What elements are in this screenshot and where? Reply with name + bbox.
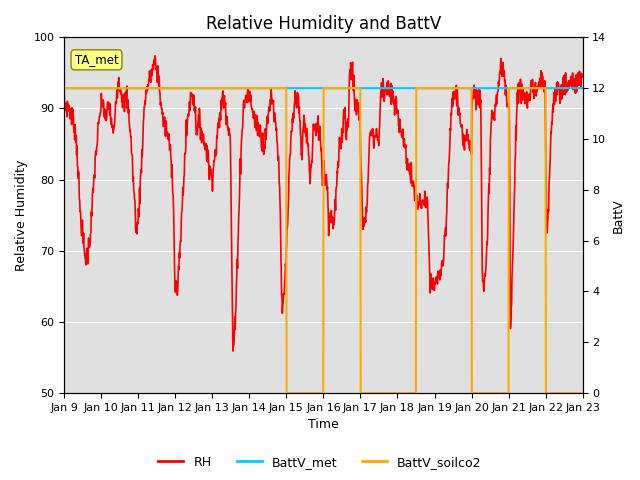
Title: Relative Humidity and BattV: Relative Humidity and BattV xyxy=(206,15,441,33)
Legend: RH, BattV_met, BattV_soilco2: RH, BattV_met, BattV_soilco2 xyxy=(154,451,486,474)
Y-axis label: BattV: BattV xyxy=(612,198,625,232)
X-axis label: Time: Time xyxy=(308,419,339,432)
Y-axis label: Relative Humidity: Relative Humidity xyxy=(15,159,28,271)
Text: TA_met: TA_met xyxy=(75,53,118,66)
